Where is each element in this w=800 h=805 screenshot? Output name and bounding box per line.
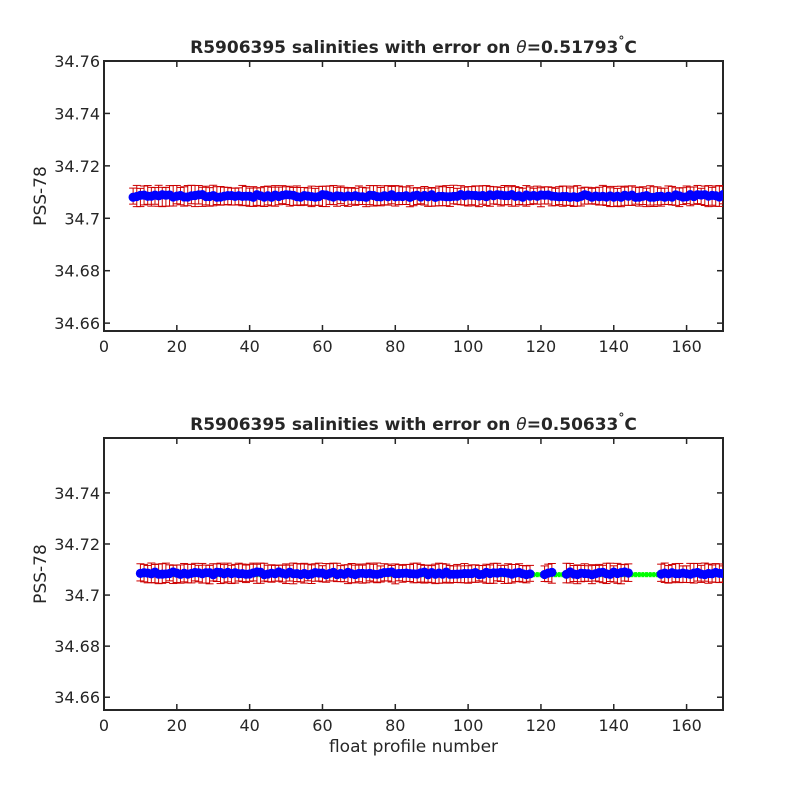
x-tick-label: 100 (453, 716, 484, 735)
x-tick-label: 80 (385, 337, 405, 356)
salinity-point (718, 568, 723, 579)
y-tick-label: 34.66 (54, 314, 100, 333)
y-axis-label: PSS-78 (31, 544, 51, 604)
x-tick-label: 40 (239, 716, 259, 735)
y-tick-label: 34.7 (64, 586, 100, 605)
x-tick-label: 40 (239, 337, 259, 356)
y-tick-label: 34.66 (54, 688, 100, 707)
x-tick-label: 80 (385, 716, 405, 735)
x-tick-label: 0 (99, 337, 109, 356)
x-tick-label: 120 (526, 337, 557, 356)
x-tick-label: 140 (598, 716, 629, 735)
salinity-point (623, 568, 633, 578)
x-axis-label: float profile number (329, 737, 498, 757)
x-tick-label: 160 (671, 716, 702, 735)
y-tick-label: 34.76 (54, 52, 100, 71)
plot-area (135, 562, 723, 585)
y-tick-label: 34.72 (54, 535, 100, 554)
salinity-point (547, 567, 557, 577)
chart-panel-2: 0 20 40 60 80 100 120 140 160 34.66 34.68 34.7 34.72… (31, 411, 724, 757)
x-tick-label: 140 (598, 337, 629, 356)
y-tick-label: 34.74 (54, 484, 100, 503)
plot-area (128, 184, 723, 208)
y-tick-label: 34.7 (64, 209, 100, 228)
x-tick-label: 0 (99, 716, 109, 735)
salinity-point (525, 569, 535, 579)
y-tick-label: 34.72 (54, 157, 100, 176)
y-tick-label: 34.68 (54, 262, 100, 281)
x-tick-label: 160 (671, 337, 702, 356)
x-tick-label: 60 (312, 716, 332, 735)
x-tick-label: 100 (453, 337, 484, 356)
y-tick-label: 34.68 (54, 637, 100, 656)
y-axis-label: PSS-78 (31, 166, 51, 226)
chart-title: R5906395 salinities with error on θ=0.50… (190, 411, 637, 435)
chart-panel-1: 0 20 40 60 80 100 120 140 160 34.66 34.68 34.7 34.72… (31, 34, 724, 356)
x-tick-label: 60 (312, 337, 332, 356)
x-tick-label: 20 (167, 716, 187, 735)
y-tick-label: 34.74 (54, 104, 100, 123)
x-tick-label: 20 (167, 337, 187, 356)
chart-title: R5906395 salinities with error on θ=0.51… (190, 34, 637, 58)
x-tick-label: 120 (526, 716, 557, 735)
salinity-point (718, 190, 723, 200)
